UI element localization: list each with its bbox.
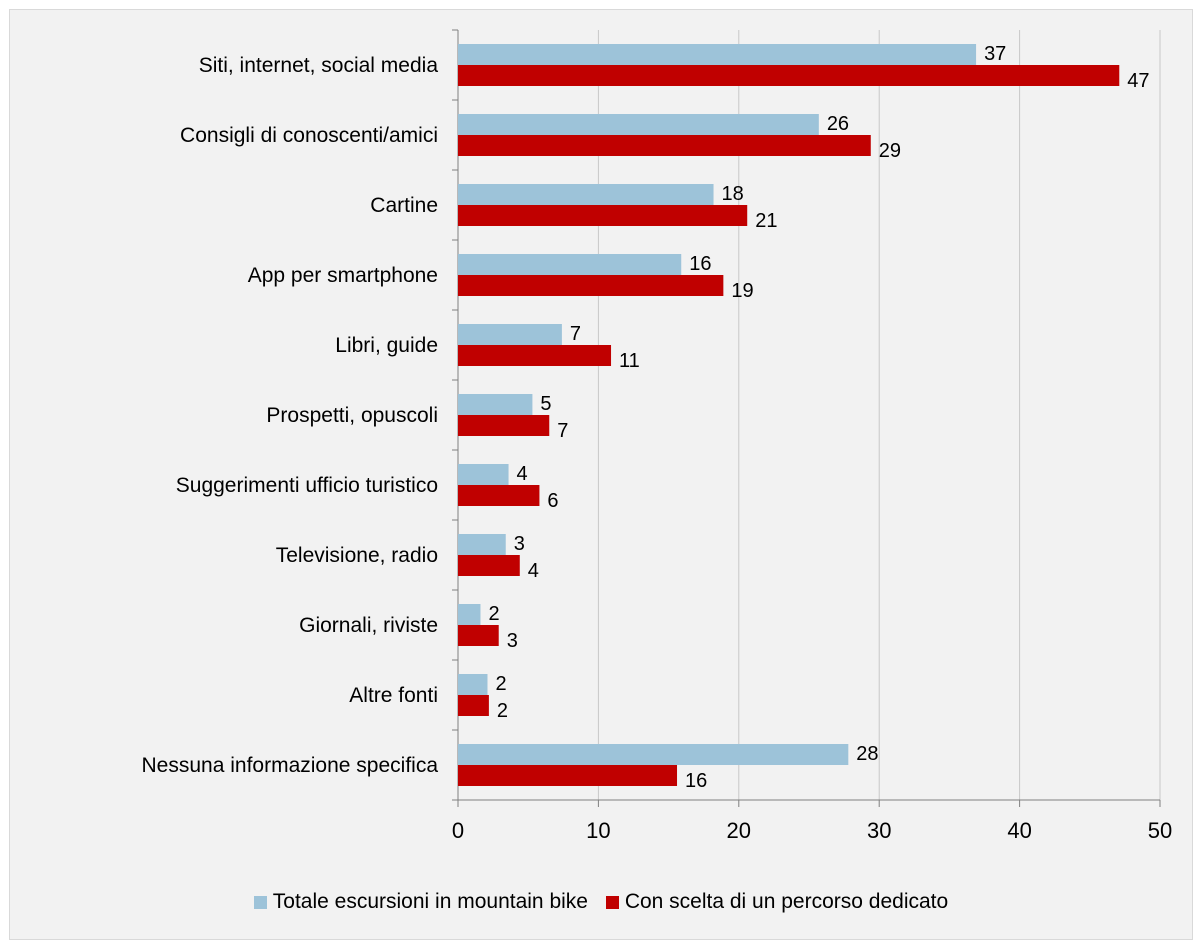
data-label: 3 [514, 533, 525, 555]
x-tick-label: 50 [1148, 818, 1172, 843]
data-label: 5 [540, 393, 551, 415]
data-label: 4 [517, 463, 528, 485]
data-label: 28 [856, 743, 878, 765]
data-label: 19 [731, 280, 753, 302]
legend-swatch-dedicato [605, 895, 619, 909]
category-label: Giornali, riviste [299, 614, 438, 637]
data-label: 26 [827, 113, 849, 135]
data-label: 29 [879, 140, 901, 162]
bar-dedicato [458, 275, 724, 296]
bar-dedicato [458, 485, 540, 506]
category-label: Prospetti, opuscoli [266, 404, 438, 427]
category-label: App per smartphone [248, 264, 438, 287]
category-label: Consigli di conoscenti/amici [180, 124, 438, 147]
category-label: Televisione, radio [276, 544, 438, 567]
data-label: 11 [619, 350, 640, 372]
data-label: 7 [570, 323, 581, 345]
data-label: 2 [497, 700, 508, 722]
category-label: Nessuna informazione specifica [142, 754, 439, 777]
bar-totale [458, 394, 533, 415]
x-tick-label: 20 [727, 818, 751, 843]
category-label: Cartine [370, 194, 438, 217]
bar-dedicato [458, 555, 520, 576]
data-label: 3 [507, 630, 518, 652]
category-label: Suggerimenti ufficio turistico [176, 474, 438, 497]
bar-totale [458, 674, 488, 695]
bar-totale [458, 44, 977, 65]
x-tick-label: 0 [452, 818, 464, 843]
legend-label-totale: Totale escursioni in mountain bike [272, 890, 588, 913]
bar-totale [458, 254, 682, 275]
bar-totale [458, 464, 509, 485]
bar-totale [458, 114, 819, 135]
x-tick-label: 10 [586, 818, 610, 843]
legend-item-dedicato: Con scelta di un percorso dedicato [605, 890, 949, 914]
bar-dedicato [458, 205, 748, 226]
legend-swatch-totale [253, 895, 267, 909]
data-label: 16 [685, 770, 707, 792]
bar-dedicato [458, 415, 550, 436]
bar-dedicato [458, 695, 489, 716]
bar-totale [458, 324, 562, 345]
bar-dedicato [458, 135, 871, 156]
bar-totale [458, 534, 506, 555]
data-label: 7 [557, 420, 568, 442]
data-label: 16 [689, 253, 711, 275]
data-label: 21 [755, 210, 777, 232]
category-label: Siti, internet, social media [199, 54, 439, 77]
bar-totale [458, 744, 849, 765]
bar-dedicato [458, 65, 1120, 86]
legend-label-dedicato: Con scelta di un percorso dedicato [624, 890, 949, 913]
legend: Totale escursioni in mountain bike Con s… [0, 890, 1202, 915]
data-label: 4 [528, 560, 539, 582]
bar-dedicato [458, 625, 499, 646]
data-label: 6 [547, 490, 558, 512]
data-label: 2 [495, 673, 506, 695]
data-label: 2 [488, 603, 499, 625]
legend-item-totale: Totale escursioni in mountain bike [253, 890, 588, 914]
data-label: 18 [722, 183, 744, 205]
category-label: Altre fonti [349, 684, 438, 707]
category-label: Libri, guide [335, 334, 438, 357]
bar-totale [458, 184, 714, 205]
x-tick-label: 40 [1007, 818, 1031, 843]
data-label: 37 [984, 43, 1006, 65]
x-tick-label: 30 [867, 818, 891, 843]
data-label: 47 [1127, 70, 1149, 92]
bar-dedicato [458, 765, 678, 786]
bar-dedicato [458, 345, 612, 366]
bar-totale [458, 604, 481, 625]
